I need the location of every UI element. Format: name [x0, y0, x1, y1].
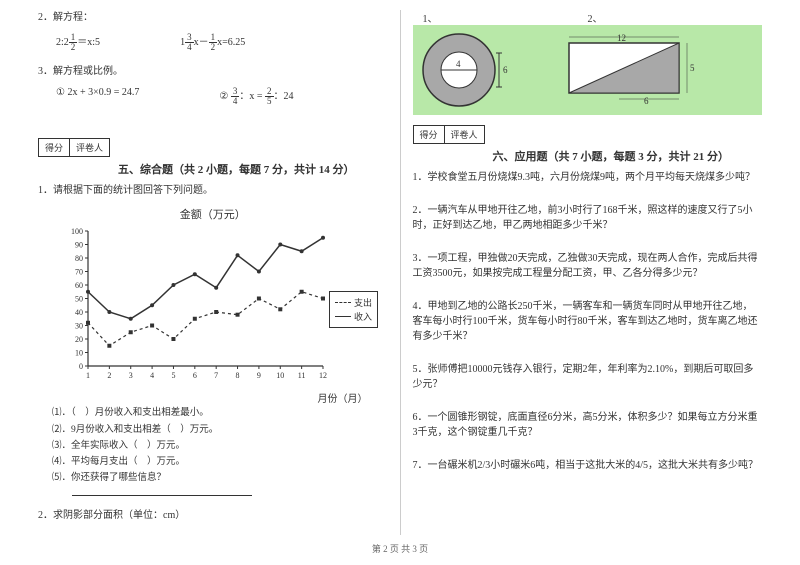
- score-label-r: 得分: [414, 126, 445, 143]
- chart-svg: 1009080706050403020100123456789101112: [58, 226, 328, 386]
- q2-equations: 2:212＝x:5 134x－12x=6.25: [38, 33, 388, 52]
- svg-text:40: 40: [75, 308, 83, 317]
- blank-line: [72, 486, 252, 496]
- svg-text:2: 2: [107, 371, 111, 380]
- svg-text:6: 6: [503, 65, 508, 75]
- eq1: 2:212＝x:5: [56, 33, 100, 52]
- svg-text:60: 60: [75, 281, 83, 290]
- svg-text:20: 20: [75, 335, 83, 344]
- geo-n2: 2、: [588, 10, 603, 25]
- svg-text:100: 100: [71, 227, 83, 236]
- svg-text:4: 4: [150, 371, 154, 380]
- score-box: 得分 评卷人: [38, 138, 110, 157]
- eq2: 134x－12x=6.25: [180, 33, 245, 52]
- sq1: ⑴．（ ）月份收入和支出相差最小。: [52, 405, 388, 421]
- svg-text:5: 5: [171, 371, 175, 380]
- sq2: ⑵．9月份收入和支出相差（ ）万元。: [52, 422, 388, 438]
- q5-1: 1．请根据下面的统计图回答下列问题。: [38, 183, 388, 198]
- q2-label: 2．解方程：: [38, 10, 388, 25]
- svg-text:10: 10: [75, 349, 83, 358]
- triangle-figure: 12 5 6: [559, 31, 699, 109]
- r-q2: 2．一辆汽车从甲地开往乙地，前3小时行了168千米，照这样的速度又行了5小时，正…: [413, 203, 763, 233]
- r-q4: 4．甲地到乙地的公路长250千米，一辆客车和一辆货车同时从甲地开往乙地，客车每小…: [413, 299, 763, 344]
- svg-text:8: 8: [236, 371, 240, 380]
- r-q3: 3．一项工程，甲独做20天完成，乙独做30天完成，现在两人合作，完成后共得工资3…: [413, 251, 763, 281]
- score-box-r: 得分 评卷人: [413, 125, 485, 144]
- svg-text:12: 12: [319, 371, 327, 380]
- subquestions: ⑴．（ ）月份收入和支出相差最小。 ⑵．9月份收入和支出相差（ ）万元。 ⑶．全…: [38, 405, 388, 502]
- column-divider: [400, 10, 401, 535]
- section5-title: 五、综合题（共 2 小题，每题 7 分，共计 14 分）: [38, 161, 388, 177]
- svg-text:12: 12: [617, 33, 626, 43]
- xlabel: 月份（月）: [38, 390, 388, 405]
- sq4: ⑷．平均每月支出（ ）万元。: [52, 454, 388, 470]
- sq5: ⑸．你还获得了哪些信息？: [52, 470, 388, 486]
- right-column: 1、 2、 4 6 12 5 6: [405, 10, 771, 535]
- geo-n1: 1、: [423, 10, 438, 25]
- score-label: 得分: [39, 139, 70, 156]
- grader-label-r: 评卷人: [445, 126, 484, 143]
- grader-label: 评卷人: [70, 139, 109, 156]
- svg-text:7: 7: [214, 371, 218, 380]
- r-q1: 1．学校食堂五月份烧煤9.3吨，六月份烧煤9吨，两个月平均每天烧煤多少吨？: [413, 170, 763, 185]
- chart-title: 金额（万元）: [38, 206, 388, 222]
- svg-text:80: 80: [75, 254, 83, 263]
- line-chart: 1009080706050403020100123456789101112 支出…: [58, 226, 328, 386]
- svg-text:9: 9: [257, 371, 261, 380]
- section6-title: 六、应用题（共 7 小题，每题 3 分，共计 21 分）: [413, 148, 763, 164]
- svg-text:50: 50: [75, 295, 83, 304]
- geometry-figures: 4 6 12 5 6: [413, 25, 763, 115]
- legend-income: 收入: [354, 310, 372, 323]
- q3-label: 3．解方程或比例。: [38, 64, 388, 79]
- svg-text:70: 70: [75, 268, 83, 277]
- legend-expense: 支出: [354, 296, 372, 309]
- svg-text:4: 4: [456, 59, 461, 69]
- svg-text:6: 6: [193, 371, 197, 380]
- page-footer: 第 2 页 共 3 页: [0, 542, 800, 555]
- svg-text:1: 1: [86, 371, 90, 380]
- annulus-figure: 4 6: [419, 31, 529, 109]
- r-q5: 5．张师傅把10000元钱存入银行，定期2年，年利率为2.10%，到期后可取回多…: [413, 362, 763, 392]
- svg-text:3: 3: [129, 371, 133, 380]
- svg-text:5: 5: [690, 63, 695, 73]
- r-q6: 6．一个圆锥形钢锭，底面直径6分米，高5分米，体积多少？如果每立方分米重3千克，…: [413, 410, 763, 440]
- eq3-2: ② 34：x = 25：24: [219, 87, 293, 106]
- q3-equations: ① 2x + 3×0.9 = 24.7 ② 34：x = 25：24: [38, 87, 388, 106]
- eq3-1: ① 2x + 3×0.9 = 24.7: [56, 87, 139, 106]
- svg-text:11: 11: [298, 371, 306, 380]
- svg-text:0: 0: [79, 362, 83, 371]
- left-column: 2．解方程： 2:212＝x:5 134x－12x=6.25 3．解方程或比例。…: [30, 10, 396, 535]
- svg-text:30: 30: [75, 322, 83, 331]
- chart-legend: 支出 收入: [329, 291, 378, 328]
- sq3: ⑶．全年实际收入（ ）万元。: [52, 438, 388, 454]
- svg-text:90: 90: [75, 241, 83, 250]
- r-q7: 7．一台碾米机2/3小时碾米6吨，相当于这批大米的4/5，这批大米共有多少吨？: [413, 458, 763, 473]
- svg-text:6: 6: [644, 96, 649, 106]
- q5-2: 2．求阴影部分面积（单位：cm）: [38, 508, 388, 523]
- svg-text:10: 10: [276, 371, 284, 380]
